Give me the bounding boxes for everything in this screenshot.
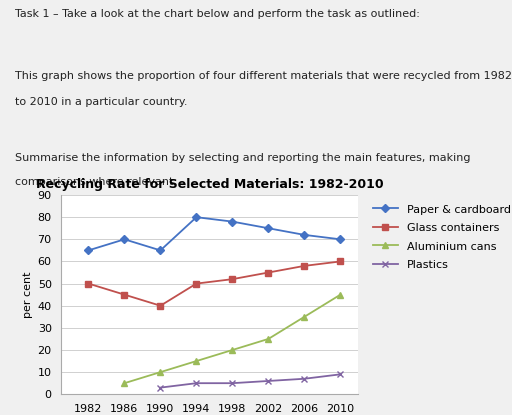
Legend: Paper & cardboard, Glass containers, Aluminium cans, Plastics: Paper & cardboard, Glass containers, Alu… xyxy=(370,200,512,274)
Glass containers xyxy=(229,277,236,282)
Paper & cardboard xyxy=(86,248,92,253)
Paper & cardboard xyxy=(194,215,200,220)
Text: This graph shows the proportion of four different materials that were recycled f: This graph shows the proportion of four … xyxy=(15,71,512,81)
Paper & cardboard xyxy=(337,237,344,242)
Text: to 2010 in a particular country.: to 2010 in a particular country. xyxy=(15,97,188,107)
Paper & cardboard xyxy=(157,248,163,253)
Glass containers xyxy=(302,264,308,269)
Aluminium cans xyxy=(337,292,344,297)
Plastics xyxy=(229,381,236,386)
Aluminium cans xyxy=(302,314,308,319)
Text: comparisons where relevant.: comparisons where relevant. xyxy=(15,177,177,188)
Text: Task 1 – Take a look at the chart below and perform the task as outlined:: Task 1 – Take a look at the chart below … xyxy=(15,10,420,20)
Aluminium cans xyxy=(194,359,200,364)
Text: Summarise the information by selecting and reporting the main features, making: Summarise the information by selecting a… xyxy=(15,153,471,163)
Glass containers xyxy=(337,259,344,264)
Plastics xyxy=(265,378,271,383)
Plastics xyxy=(302,376,308,381)
Line: Paper & cardboard: Paper & cardboard xyxy=(86,214,344,254)
Paper & cardboard xyxy=(302,232,308,237)
Aluminium cans xyxy=(229,347,236,352)
Plastics xyxy=(194,381,200,386)
Line: Aluminium cans: Aluminium cans xyxy=(121,291,344,386)
Glass containers xyxy=(265,270,271,275)
Glass containers xyxy=(157,303,163,308)
Aluminium cans xyxy=(265,337,271,342)
Paper & cardboard xyxy=(229,219,236,224)
Aluminium cans xyxy=(121,381,127,386)
Plastics xyxy=(337,372,344,377)
Title: Recycling Rate for Selected Materials: 1982-2010: Recycling Rate for Selected Materials: 1… xyxy=(36,178,383,191)
Plastics xyxy=(157,385,163,390)
Line: Glass containers: Glass containers xyxy=(86,258,344,309)
Y-axis label: per cent: per cent xyxy=(24,271,33,318)
Glass containers xyxy=(194,281,200,286)
Paper & cardboard xyxy=(265,226,271,231)
Paper & cardboard xyxy=(121,237,127,242)
Glass containers xyxy=(121,292,127,297)
Glass containers xyxy=(86,281,92,286)
Aluminium cans xyxy=(157,370,163,375)
Line: Plastics: Plastics xyxy=(157,371,344,391)
